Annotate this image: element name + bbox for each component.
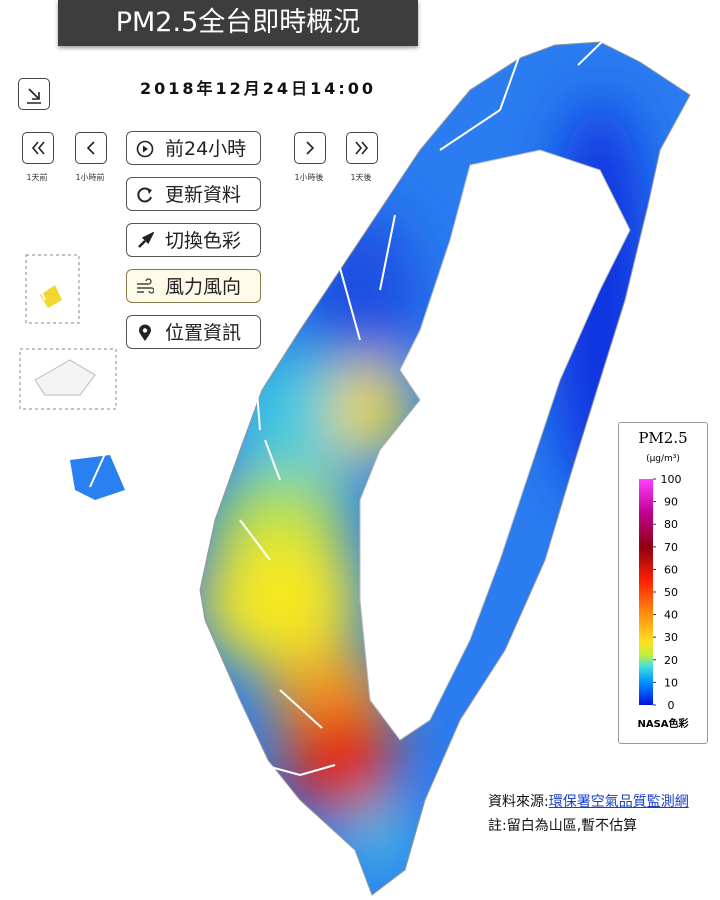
legend-tick-label: 50 — [664, 586, 678, 599]
source-link[interactable]: 環保署空氣品質監測網 — [548, 794, 689, 810]
nav-label: 1小時後 — [294, 173, 324, 182]
menu-button[interactable]: 風力風向 — [126, 269, 261, 303]
menu-button[interactable]: 切換色彩 — [126, 223, 261, 257]
legend: PM2.5 (μg/m³) NASA色彩 0 10 20 30 40 50 60 70 80 90… — [618, 422, 708, 744]
title: PM2.5全台即時概況 — [58, 0, 418, 46]
collapse-button[interactable] — [18, 78, 50, 110]
nav-label: 1天前 — [26, 173, 48, 182]
legend-tick-label: 70 — [664, 541, 678, 554]
wind-arrows — [34, 4, 641, 881]
legend-tick-label: 80 — [664, 518, 678, 531]
legend-tick-label: 90 — [664, 496, 678, 509]
legend-title: PM2.5 — [638, 429, 687, 447]
day-before-button[interactable] — [22, 132, 54, 164]
inset-matsu — [19, 348, 117, 410]
menu-label: 前24小時 — [165, 138, 247, 160]
hour-before-button[interactable] — [75, 132, 107, 164]
inset-kinmen — [25, 254, 80, 324]
menu-button[interactable]: 更新資料 — [126, 177, 261, 211]
nav-label: 1天後 — [350, 173, 372, 182]
legend-tick-label: 60 — [664, 563, 678, 576]
source-label: 資料來源: — [488, 794, 549, 810]
legend-tick-label: 20 — [664, 654, 678, 667]
legend-scheme: NASA色彩 — [637, 717, 688, 730]
menu-label: 更新資料 — [165, 184, 242, 206]
legend-tick-label: 100 — [661, 473, 682, 486]
menu-label: 切換色彩 — [165, 230, 242, 252]
legend-tick-label: 10 — [664, 676, 678, 689]
menu-button[interactable]: 前24小時 — [126, 131, 261, 165]
day-after-button[interactable] — [346, 132, 378, 164]
legend-unit: (μg/m³) — [646, 454, 680, 464]
note: 註:留白為山區,暫不估算 — [488, 818, 638, 834]
color-bar — [639, 479, 653, 705]
legend-tick-label: 30 — [664, 631, 678, 644]
source-line: 資料來源:環保署空氣品質監測網 — [488, 790, 689, 814]
penghu — [70, 455, 125, 500]
menu-label: 位置資訊 — [165, 322, 242, 344]
hour-after-button[interactable] — [294, 132, 326, 164]
menu-button[interactable]: 位置資訊 — [126, 315, 261, 349]
menu-label: 風力風向 — [165, 276, 242, 298]
legend-tick-label: 40 — [664, 609, 678, 622]
legend-tick-label: 0 — [668, 699, 675, 712]
timestamp: 2018年12月24日14:00 — [140, 79, 376, 98]
nav-label: 1小時前 — [75, 173, 105, 182]
notes: 資料來源:環保署空氣品質監測網 註:留白為山區,暫不估算 — [488, 790, 689, 838]
legend-scale: PM2.5 (μg/m³) NASA色彩 0 10 20 30 40 50 60 70 80 90… — [637, 429, 688, 730]
